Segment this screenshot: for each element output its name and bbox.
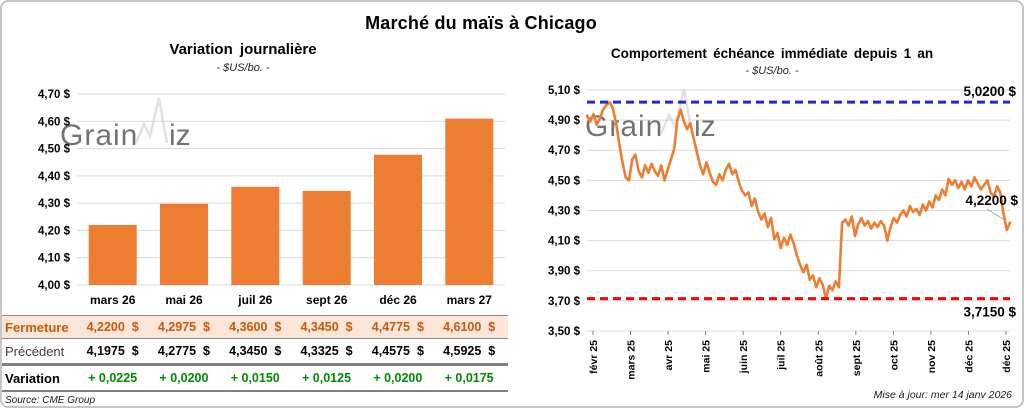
svg-text:avr 25: avr 25 (663, 340, 675, 371)
svg-text:mai 26: mai 26 (165, 293, 203, 307)
bar (88, 225, 137, 285)
table-cell-variation-5: + 0,0200 (373, 371, 423, 385)
table-cell-precedent-1: 4,1975 $ (86, 344, 139, 358)
svg-text:4,10 $: 4,10 $ (38, 253, 71, 265)
svg-text:sept 26: sept 26 (306, 293, 348, 307)
last-value-label: 4,2200 $ (965, 193, 1018, 208)
table-row-variation: Variation + 0,0225 + 0,0200 + 0,0150 + 0… (2, 363, 508, 392)
svg-text:déc 25: déc 25 (1001, 340, 1013, 373)
svg-text:3,90 $: 3,90 $ (548, 266, 581, 278)
svg-text:juil 25: juil 25 (776, 340, 788, 371)
svg-text:3,70 $: 3,70 $ (548, 296, 581, 308)
svg-text:févr 25: févr 25 (588, 340, 600, 374)
svg-text:juin 25: juin 25 (738, 340, 750, 374)
svg-text:déc 25: déc 25 (964, 340, 976, 373)
row-label-precedent: Précédent (5, 343, 65, 359)
table-cell-fermeture-3: 4,3600 $ (229, 320, 282, 334)
svg-text:4,20 $: 4,20 $ (38, 225, 71, 237)
bar (374, 154, 422, 285)
table-cell-fermeture-1: 4,2200 $ (86, 320, 139, 334)
bar (302, 190, 351, 285)
bar (160, 203, 208, 285)
svg-text:sept 25: sept 25 (851, 340, 863, 376)
table-cell-fermeture-4: 4,3450 $ (300, 320, 353, 334)
row-label-variation: Variation (5, 370, 60, 386)
svg-text:oct 25: oct 25 (888, 340, 900, 371)
source-note: Source: CME Group (5, 395, 96, 406)
svg-text:Grain: Grain (585, 110, 663, 143)
svg-text:4,40 $: 4,40 $ (38, 171, 71, 183)
table-row-precedent: Précédent 4,1975 $ 4,2775 $ 4,3450 $ 4,3… (2, 339, 508, 363)
watermark-zigzag-icon (134, 97, 169, 144)
svg-text:mars 25: mars 25 (626, 340, 638, 380)
price-line (585, 100, 1012, 300)
svg-text:mai 25: mai 25 (701, 340, 713, 373)
svg-text:4,70 $: 4,70 $ (548, 145, 581, 157)
bar-chart-title: Variation journalière (169, 41, 317, 58)
table-cell-precedent-6: 4,5925 $ (443, 344, 496, 358)
svg-text:5,0200 $: 5,0200 $ (963, 84, 1016, 99)
line-chart-title: Comportement échéance immédiate depuis 1… (610, 46, 934, 61)
table-cell-fermeture-2: 4,2975 $ (157, 320, 211, 334)
svg-text:4,90 $: 4,90 $ (548, 115, 581, 127)
line-chart-subtitle: - $US/bo. - (745, 65, 799, 77)
bar (445, 118, 494, 285)
svg-text:iz: iz (169, 119, 191, 152)
svg-text:5,10 $: 5,10 $ (548, 85, 581, 97)
table-row-fermeture: Fermeture 4,2200 $ 4,2975 $ 4,3600 $ 4,3… (2, 315, 508, 339)
table-cell-precedent-2: 4,2775 $ (157, 344, 211, 358)
table-cell-precedent-5: 4,4575 $ (371, 344, 424, 358)
bar-chart-subtitle: - $US/bo. - (216, 62, 270, 74)
svg-text:3,50 $: 3,50 $ (548, 326, 581, 338)
svg-text:4,30 $: 4,30 $ (548, 206, 581, 218)
callout-leader-line (986, 208, 1007, 222)
svg-text:4,00 $: 4,00 $ (38, 280, 71, 292)
quotes-table: Fermeture 4,2200 $ 4,2975 $ 4,3600 $ 4,3… (2, 315, 508, 406)
page-title: Marché du maïs à Chicago (365, 13, 597, 33)
svg-text:4,50 $: 4,50 $ (38, 144, 71, 156)
table-cell-variation-2: + 0,0200 (159, 371, 209, 385)
line-chart: 3,50 $ 3,70 $ 3,90 $ 4,10 $ 4,30 $ 4,50 $ 4,70… (548, 84, 1018, 380)
bar-chart: 4,00 $ 4,10 $ 4,20 $ 4,30 $ 4,40 $ 4,50 $ 4,60… (38, 89, 505, 307)
svg-text:4,50 $: 4,50 $ (548, 175, 581, 187)
table-cell-fermeture-5: 4,4775 $ (371, 320, 424, 334)
watermark-zigzag-icon (659, 88, 694, 135)
table-cell-variation-4: + 0,0125 (302, 371, 352, 385)
table-cell-precedent-3: 4,3450 $ (229, 344, 282, 358)
watermark: Grain iz (585, 88, 716, 143)
table-cell-precedent-4: 4,3325 $ (300, 344, 353, 358)
table-cell-variation-6: + 0,0175 (444, 371, 494, 385)
watermark: Grain iz (60, 97, 191, 152)
svg-text:juil 26: juil 26 (237, 293, 272, 307)
svg-text:3,7150 $: 3,7150 $ (963, 305, 1016, 320)
svg-text:4,60 $: 4,60 $ (38, 116, 71, 128)
svg-text:iz: iz (694, 110, 716, 143)
svg-text:mars 26: mars 26 (90, 293, 136, 307)
table-cell-fermeture-6: 4,6100 $ (443, 320, 496, 334)
svg-text:mars 27: mars 27 (447, 293, 493, 307)
svg-text:Grain: Grain (60, 119, 138, 152)
svg-text:août 25: août 25 (813, 340, 825, 377)
row-label-fermeture: Fermeture (5, 319, 69, 335)
svg-text:4,30 $: 4,30 $ (38, 198, 71, 210)
table-cell-variation-3: + 0,0150 (230, 371, 280, 385)
svg-text:nov 25: nov 25 (926, 340, 938, 373)
svg-text:déc 26: déc 26 (379, 293, 417, 307)
update-note: Mise à jour: mer 14 janv 2026 (873, 389, 1012, 401)
svg-text:4,10 $: 4,10 $ (548, 236, 581, 248)
bar (231, 186, 280, 285)
svg-text:4,70 $: 4,70 $ (38, 89, 71, 101)
table-cell-variation-1: + 0,0225 (88, 371, 138, 385)
